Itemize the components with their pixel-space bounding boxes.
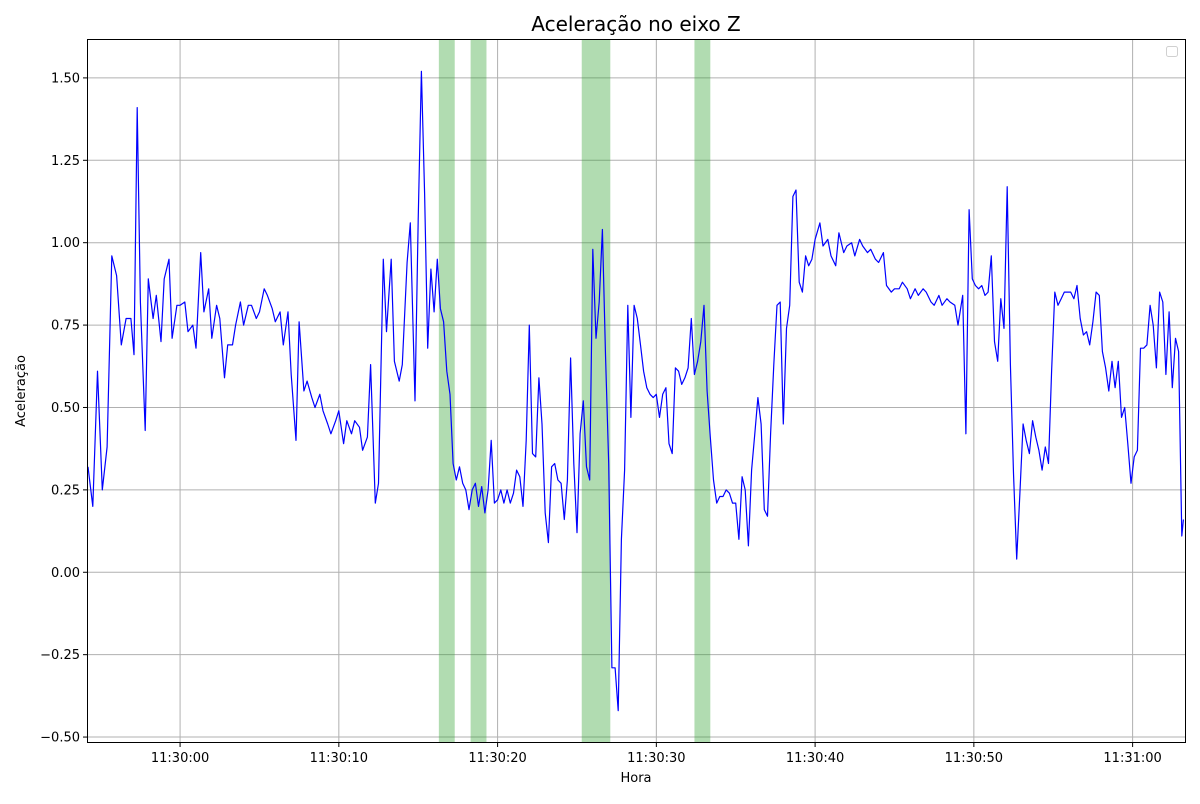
series-layer xyxy=(87,70,1184,712)
x-tick-label: 11:31:00 xyxy=(1103,751,1161,766)
x-tick-label: 11:30:20 xyxy=(468,751,526,766)
highlight-span xyxy=(438,40,455,742)
x-tick-label: 11:30:50 xyxy=(945,751,1003,766)
highlight-span xyxy=(694,40,711,742)
highlight-spans xyxy=(438,40,711,742)
plot-frame xyxy=(87,39,1186,743)
y-tick-label: 1.00 xyxy=(51,236,80,251)
highlight-span xyxy=(470,40,487,742)
grid-layer xyxy=(88,40,1185,742)
highlight-span xyxy=(581,40,611,742)
y-tick-label: 0.50 xyxy=(51,401,80,416)
y-tick-label: 0.75 xyxy=(51,319,80,334)
y-axis-ticks: 1.50 1.25 1.00 0.75 0.50 0.25 0.00 −0.25 −0.50 xyxy=(40,71,88,746)
y-tick-label: 1.50 xyxy=(51,71,80,86)
y-tick-label: −0.25 xyxy=(40,648,80,663)
x-tick-label: 11:30:30 xyxy=(627,751,685,766)
series-line xyxy=(87,70,1184,712)
x-axis-label: Hora xyxy=(620,771,651,786)
y-tick-label: −0.50 xyxy=(40,731,80,746)
chart-title: Aceleração no eixo Z xyxy=(531,12,740,36)
y-axis-label: Aceleração xyxy=(14,355,29,427)
x-tick-label: 11:30:10 xyxy=(310,751,368,766)
y-tick-label: 1.25 xyxy=(51,154,80,169)
x-tick-label: 11:30:40 xyxy=(786,751,844,766)
legend-box xyxy=(1166,46,1178,57)
y-tick-label: 0.25 xyxy=(51,483,80,498)
x-axis-ticks: 11:30:00 11:30:10 11:30:20 11:30:30 11:30:40… xyxy=(151,742,1162,766)
y-tick-label: 0.00 xyxy=(51,566,80,581)
x-tick-label: 11:30:00 xyxy=(151,751,209,766)
